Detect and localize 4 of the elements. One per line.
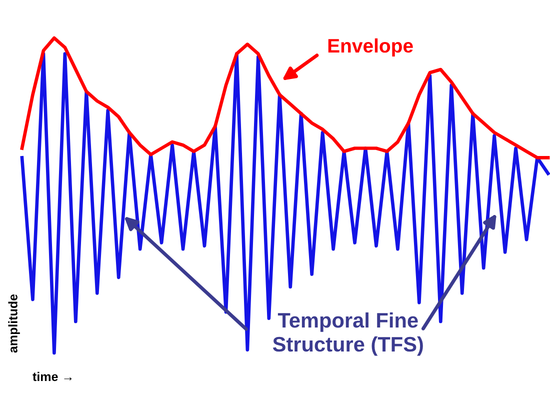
annotation: Temporal Fine Structure (TFS): [272, 312, 423, 356]
x-axis-title: time →: [32, 372, 72, 382]
annotation: Envelope: [328, 38, 413, 57]
y-axis-title: amplitude: [8, 294, 20, 353]
